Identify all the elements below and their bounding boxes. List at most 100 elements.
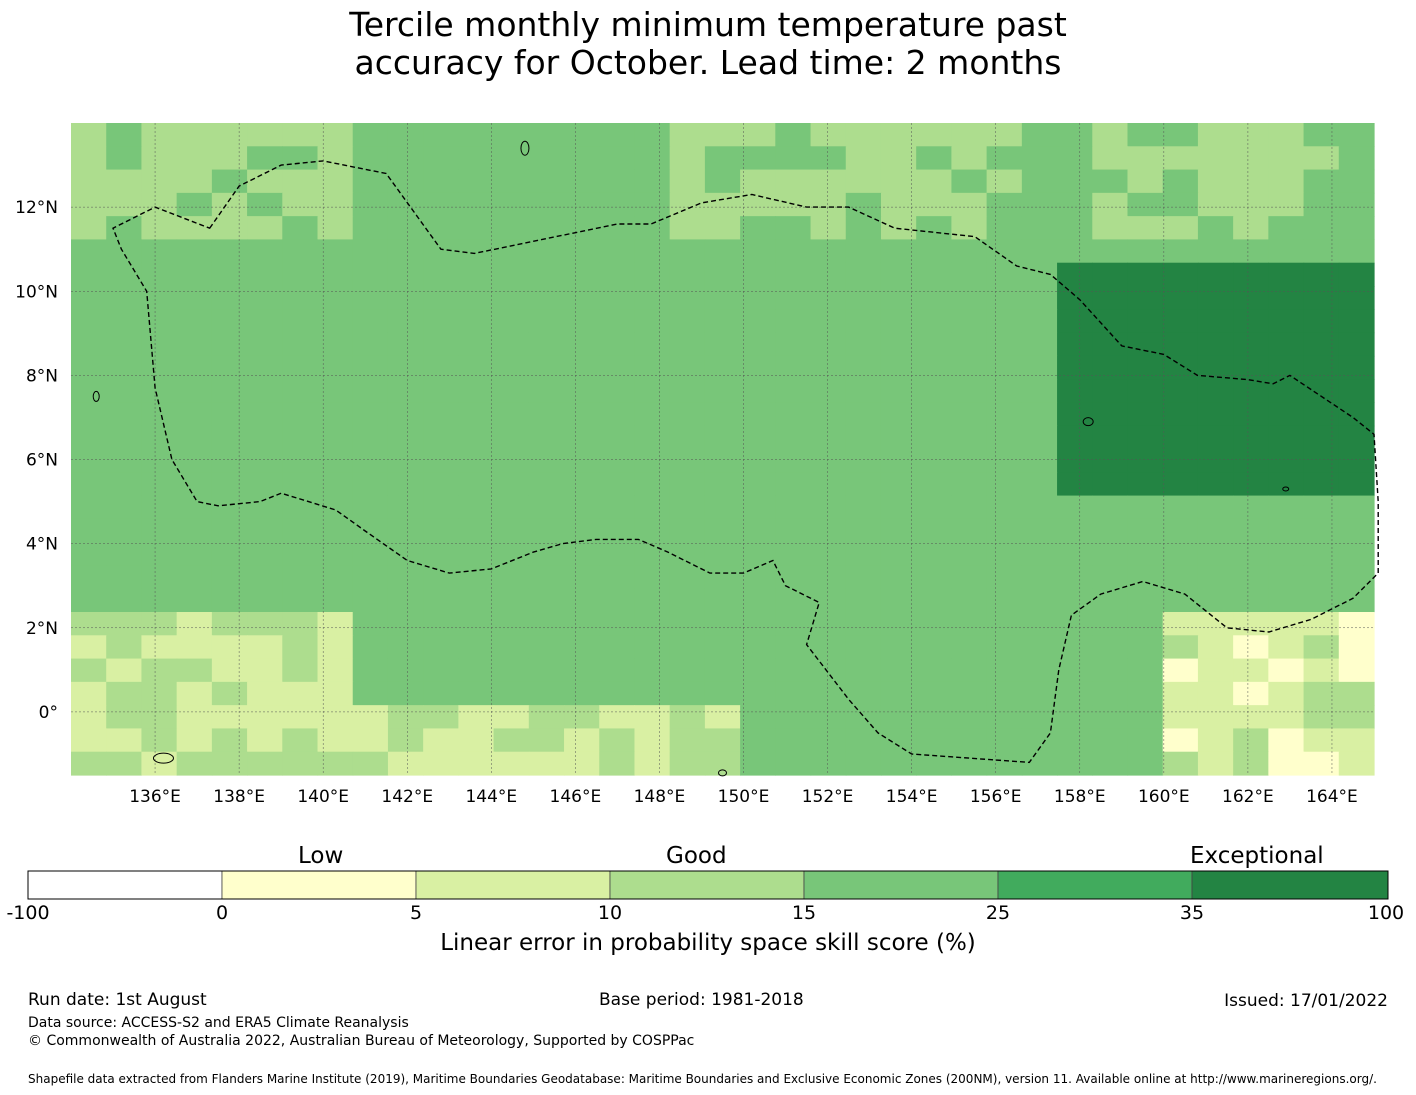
skill-cell (493, 751, 530, 776)
skill-cell (1303, 542, 1340, 567)
skill-cell (951, 681, 988, 706)
skill-cell (211, 239, 248, 264)
skill-cell (493, 286, 530, 310)
skill-cell (1233, 425, 1269, 450)
skill-cell (106, 355, 143, 380)
skill-cell (528, 495, 565, 520)
skill-cell (599, 565, 636, 590)
skill-cell (775, 542, 812, 567)
skill-cell (247, 425, 283, 450)
skill-cell (1303, 705, 1340, 730)
skill-cell (1197, 309, 1234, 334)
skill-cell (951, 123, 988, 147)
skill-cell (1021, 146, 1058, 171)
skill-cell (880, 123, 917, 147)
skill-cell (810, 635, 847, 660)
skill-cell (669, 751, 706, 776)
skill-cell (1338, 658, 1375, 683)
skill-cell (1338, 635, 1375, 660)
skill-cell (704, 425, 741, 450)
skill-cell (951, 169, 988, 194)
skill-cell (775, 588, 812, 613)
skill-cell (423, 192, 459, 217)
skill-cell (845, 588, 882, 613)
skill-cell (1268, 123, 1305, 147)
skill-cell (775, 262, 812, 287)
skill-cell (282, 216, 319, 241)
skill-cell (1197, 379, 1234, 404)
skill-cell (880, 705, 917, 730)
skill-cell (986, 495, 1023, 520)
skill-cell (1268, 169, 1305, 194)
skill-cell (1057, 565, 1093, 590)
skill-cell (387, 286, 424, 310)
skill-cell (352, 309, 389, 334)
skill-cell (1127, 565, 1164, 590)
skill-cell (1057, 518, 1093, 543)
skill-cell (1162, 332, 1199, 357)
skill-cell (71, 146, 107, 171)
skill-cell (1092, 123, 1129, 147)
skill-cell (282, 402, 319, 427)
skill-cell (141, 146, 178, 171)
shapefile-credit: Shapefile data extracted from Flanders M… (28, 1072, 1377, 1086)
skill-cell (247, 262, 283, 287)
skill-cell (1268, 565, 1305, 590)
skill-cell (387, 518, 424, 543)
skill-cell (493, 332, 530, 357)
skill-cell (176, 518, 213, 543)
skill-cell (986, 379, 1023, 404)
skill-cell (634, 379, 671, 404)
skill-cell (599, 705, 636, 730)
skill-cell (106, 216, 143, 241)
skill-cell (1197, 402, 1234, 427)
skill-cell (352, 286, 389, 310)
skill-cell (493, 635, 530, 660)
skill-cell (211, 309, 248, 334)
skill-cell (951, 192, 988, 217)
skill-cell (845, 169, 882, 194)
skill-cell (1303, 449, 1340, 473)
skill-cell (71, 472, 107, 497)
skill-cell (387, 402, 424, 427)
title-line-1: Tercile monthly minimum temperature past (349, 5, 1067, 44)
skill-cell (176, 588, 213, 613)
skill-cell (599, 262, 636, 287)
skill-cell (740, 658, 776, 683)
skill-cell (282, 379, 319, 404)
skill-cell (775, 449, 812, 473)
skill-cell (564, 425, 600, 450)
skill-cell (986, 751, 1023, 776)
skill-cell (1338, 449, 1375, 473)
skill-cell (352, 239, 389, 264)
skill-cell (704, 262, 741, 287)
skill-cell (423, 425, 459, 450)
skill-cell (564, 705, 600, 730)
skill-cell (387, 681, 424, 706)
skill-cell (1021, 379, 1058, 404)
skill-cell (669, 588, 706, 613)
skill-cell (71, 751, 107, 776)
skill-cell (423, 402, 459, 427)
base-period: Base period: 1981-2018 (599, 990, 804, 1010)
skill-cell (775, 565, 812, 590)
skill-cell (916, 472, 953, 497)
skill-cell (669, 286, 706, 310)
skill-cell (176, 239, 213, 264)
skill-cell (564, 518, 600, 543)
map-panel: 136°E 138°E 140°E 142°E 144°E 146°E 148°E 150°E… (15, 123, 1379, 807)
skill-cell (141, 192, 178, 217)
skill-cell (176, 379, 213, 404)
skill-cell (1162, 705, 1199, 730)
skill-cell (493, 588, 530, 613)
skill-cell (1021, 542, 1058, 567)
skill-cell (986, 425, 1023, 450)
skill-cell (845, 146, 882, 171)
skill-cell (1303, 728, 1340, 753)
skill-cell (458, 635, 495, 660)
skill-cell (106, 542, 143, 567)
skill-cell (317, 286, 354, 310)
skill-cell (1197, 216, 1234, 241)
skill-cell (634, 751, 671, 776)
skill-cell (211, 146, 248, 171)
